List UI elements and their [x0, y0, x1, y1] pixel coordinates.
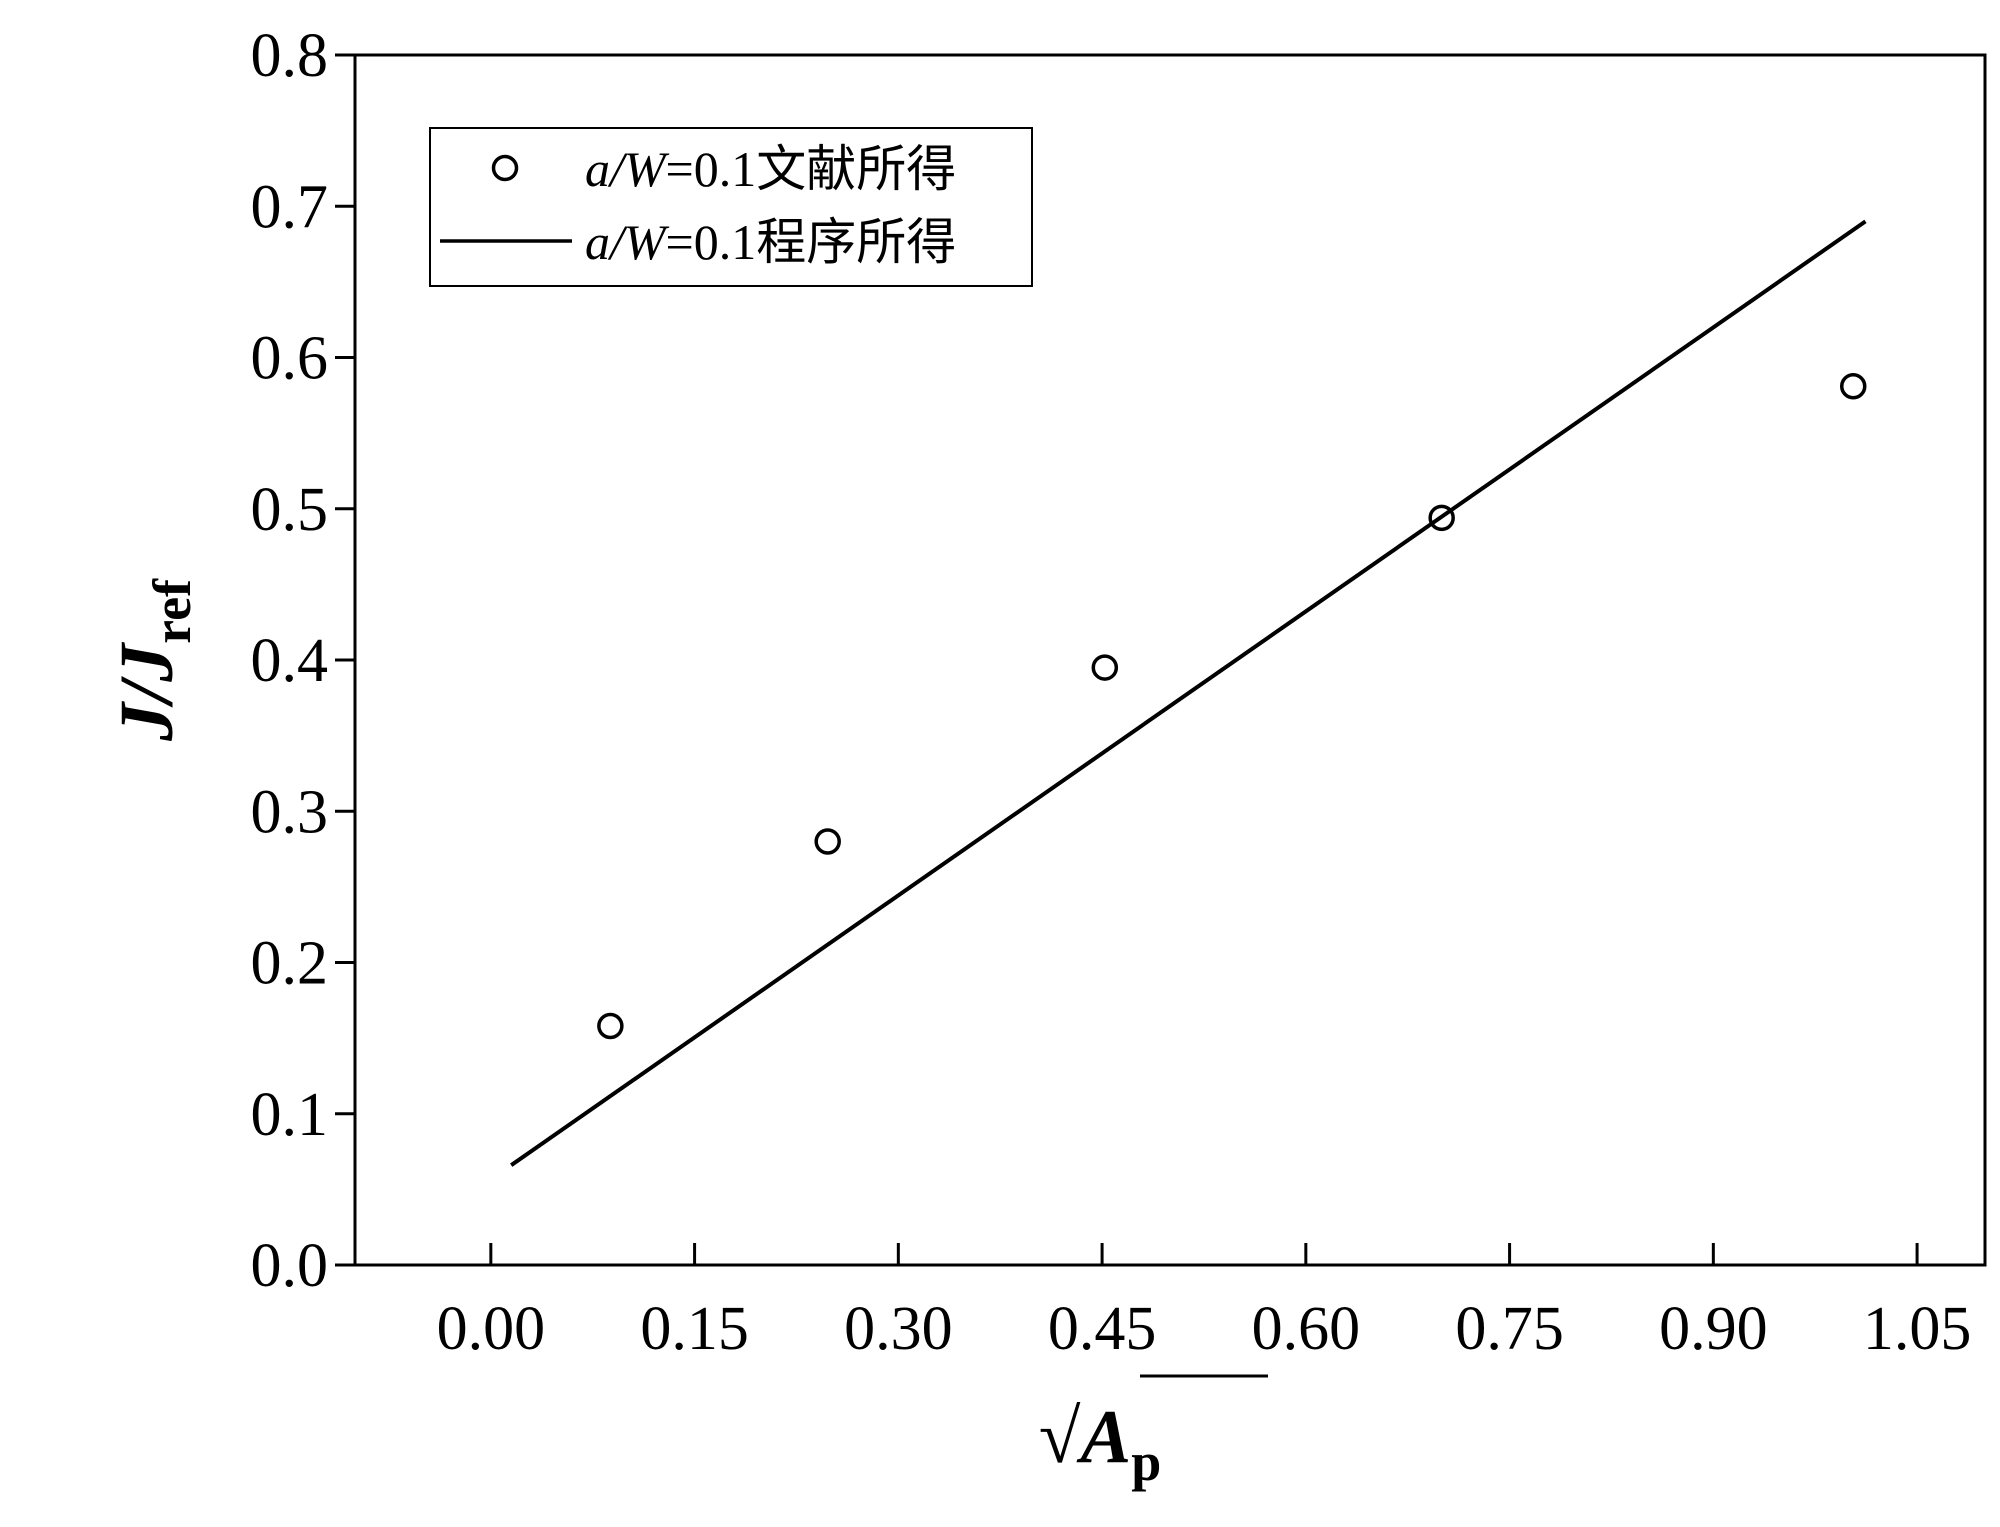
- legend-label-line-italic: a/W: [585, 214, 670, 270]
- legend-box: [429, 127, 1033, 287]
- legend-label-line-rest: =0.1程序所得: [666, 214, 957, 270]
- x-tick-label: 0.60: [1252, 1295, 1361, 1363]
- data-point: [1428, 504, 1455, 532]
- y-tick-label: 0.7: [251, 173, 329, 241]
- y-tick-label: 0.3: [251, 778, 329, 846]
- y-tick-label: 0.0: [251, 1232, 329, 1300]
- y-tick-label: 0.5: [251, 476, 329, 544]
- legend: a/W=0.1文献所得 a/W=0.1程序所得: [429, 127, 1033, 287]
- x-axis-title-sub: p: [1131, 1432, 1161, 1492]
- y-tick-label: 0.2: [251, 930, 329, 998]
- y-axis-title: J/Jref: [105, 578, 202, 742]
- legend-marker-scatter: [491, 154, 519, 182]
- x-tick-label: 1.05: [1863, 1295, 1972, 1363]
- y-tick-label: 0.8: [251, 22, 329, 90]
- x-tick-label: 0.75: [1455, 1295, 1564, 1363]
- data-point: [597, 1012, 624, 1040]
- x-tick-label: 0.45: [1048, 1295, 1157, 1363]
- y-tick-label: 0.1: [251, 1081, 329, 1149]
- x-axis-title: √Ap: [1039, 1395, 1161, 1492]
- x-axis-ticks: 0.00 0.15 0.30 0.45 0.60 0.75 0.90 1.05: [437, 1243, 1972, 1363]
- legend-label-scatter-rest: =0.1文献所得: [666, 141, 957, 197]
- legend-label-line: a/W=0.1程序所得: [585, 214, 956, 270]
- y-axis-title-main: J/J: [105, 642, 189, 742]
- x-tick-label: 0.30: [844, 1295, 953, 1363]
- legend-label-scatter: a/W=0.1文献所得: [585, 141, 956, 197]
- y-tick-label: 0.4: [251, 627, 329, 695]
- y-tick-label: 0.6: [251, 325, 329, 393]
- data-point: [1091, 654, 1119, 681]
- x-axis-title-main: A: [1076, 1395, 1131, 1479]
- y-axis-ticks: 0.0 0.1 0.2 0.3 0.4 0.5 0.6 0.7 0.8: [251, 22, 355, 1300]
- data-point: [1839, 372, 1867, 400]
- x-tick-label: 0.15: [640, 1295, 749, 1363]
- data-point: [814, 828, 841, 855]
- x-tick-label: 0.00: [437, 1295, 546, 1363]
- x-tick-label: 0.90: [1659, 1295, 1768, 1363]
- series-layer: [510, 219, 1867, 1167]
- series-line: [510, 219, 1867, 1167]
- y-axis-title-sub: ref: [142, 578, 202, 644]
- legend-label-scatter-italic: a/W: [585, 141, 670, 197]
- x-axis-title-radical: √: [1039, 1395, 1081, 1479]
